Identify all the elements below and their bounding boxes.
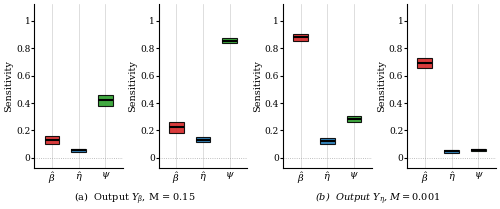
PathPatch shape <box>98 96 113 106</box>
Y-axis label: Sensitivity: Sensitivity <box>377 60 386 112</box>
PathPatch shape <box>44 136 60 144</box>
Y-axis label: Sensitivity: Sensitivity <box>128 60 138 112</box>
Text: (a)  Output $Y_{\beta}$, M = 0.15: (a) Output $Y_{\beta}$, M = 0.15 <box>74 191 196 207</box>
PathPatch shape <box>196 137 210 142</box>
Y-axis label: Sensitivity: Sensitivity <box>253 60 262 112</box>
PathPatch shape <box>418 58 432 68</box>
PathPatch shape <box>72 149 86 152</box>
PathPatch shape <box>293 34 308 41</box>
Y-axis label: Sensitivity: Sensitivity <box>4 60 13 112</box>
PathPatch shape <box>471 149 486 151</box>
PathPatch shape <box>222 38 237 43</box>
PathPatch shape <box>320 138 334 144</box>
PathPatch shape <box>169 122 184 133</box>
PathPatch shape <box>346 116 362 122</box>
PathPatch shape <box>444 150 459 153</box>
Text: (b)  Output $Y_{\eta}$, $M = 0.001$: (b) Output $Y_{\eta}$, $M = 0.001$ <box>315 191 440 207</box>
